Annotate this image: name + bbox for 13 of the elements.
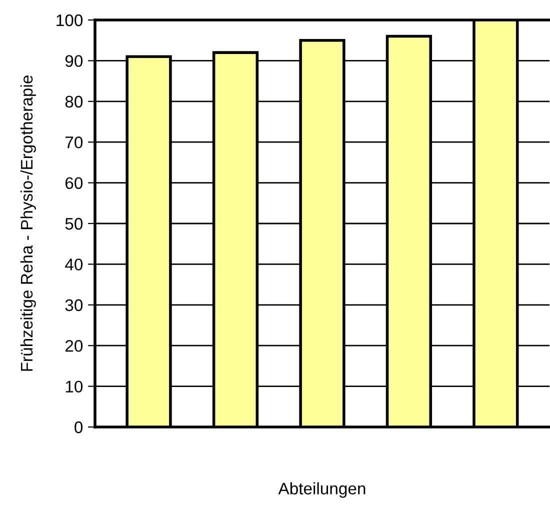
y-tick-label: 60 [66, 177, 83, 190]
x-axis-title: Abteilungen [278, 482, 366, 498]
y-tick-label: 90 [65, 55, 83, 67]
y-tick-label: 20 [65, 340, 83, 352]
y-tick-label: 80 [65, 96, 83, 108]
y-tick-label: 50 [65, 218, 83, 230]
y-tick-label: 100 [56, 14, 83, 26]
y-tick-label: 10 [66, 380, 83, 393]
y-tick-label: 30 [65, 299, 83, 312]
y-tick-label: 0 [74, 421, 83, 434]
y-tick-label: 70 [66, 136, 83, 148]
y-axis-title: Frühzeitige Reha - Physio-/Ergotherapie [20, 76, 36, 371]
y-tick-label: 40 [65, 258, 83, 270]
